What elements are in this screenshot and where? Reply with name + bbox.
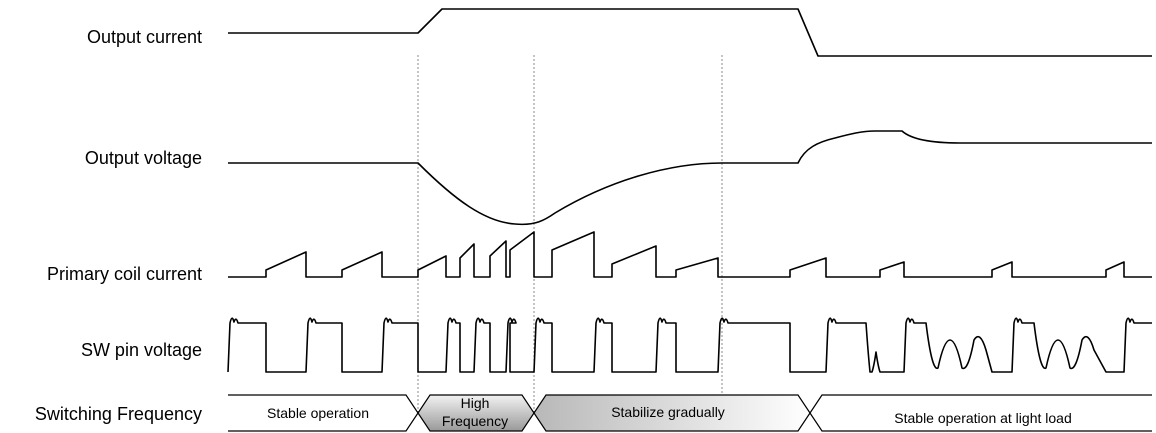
high-frequency-fill	[418, 395, 534, 431]
stabilize-fill	[534, 395, 810, 431]
band-bottom	[228, 394, 1152, 432]
phase-stable-light-load: Stable operation at light load	[894, 410, 1071, 426]
phase-stable-operation: Stable operation	[267, 405, 369, 421]
phase-stabilize-gradually: Stabilize gradually	[611, 404, 725, 420]
output-voltage-wave	[228, 130, 1152, 226]
label-switching-frequency: Switching Frequency	[35, 404, 202, 424]
switching-frequency-band: Stable operation High Frequency Stabiliz…	[228, 394, 1152, 432]
label-sw-pin-voltage: SW pin voltage	[81, 340, 202, 360]
output-current-wave	[228, 8, 1152, 57]
phase-high-line2: Frequency	[442, 413, 508, 429]
label-output-voltage: Output voltage	[85, 148, 202, 168]
phase-high-line1: High	[461, 395, 490, 411]
label-output-current: Output current	[87, 27, 202, 47]
sw-pin-voltage-wave	[227, 317, 1152, 373]
primary-coil-current-wave	[228, 231, 1152, 278]
label-primary-coil-current: Primary coil current	[47, 264, 202, 284]
